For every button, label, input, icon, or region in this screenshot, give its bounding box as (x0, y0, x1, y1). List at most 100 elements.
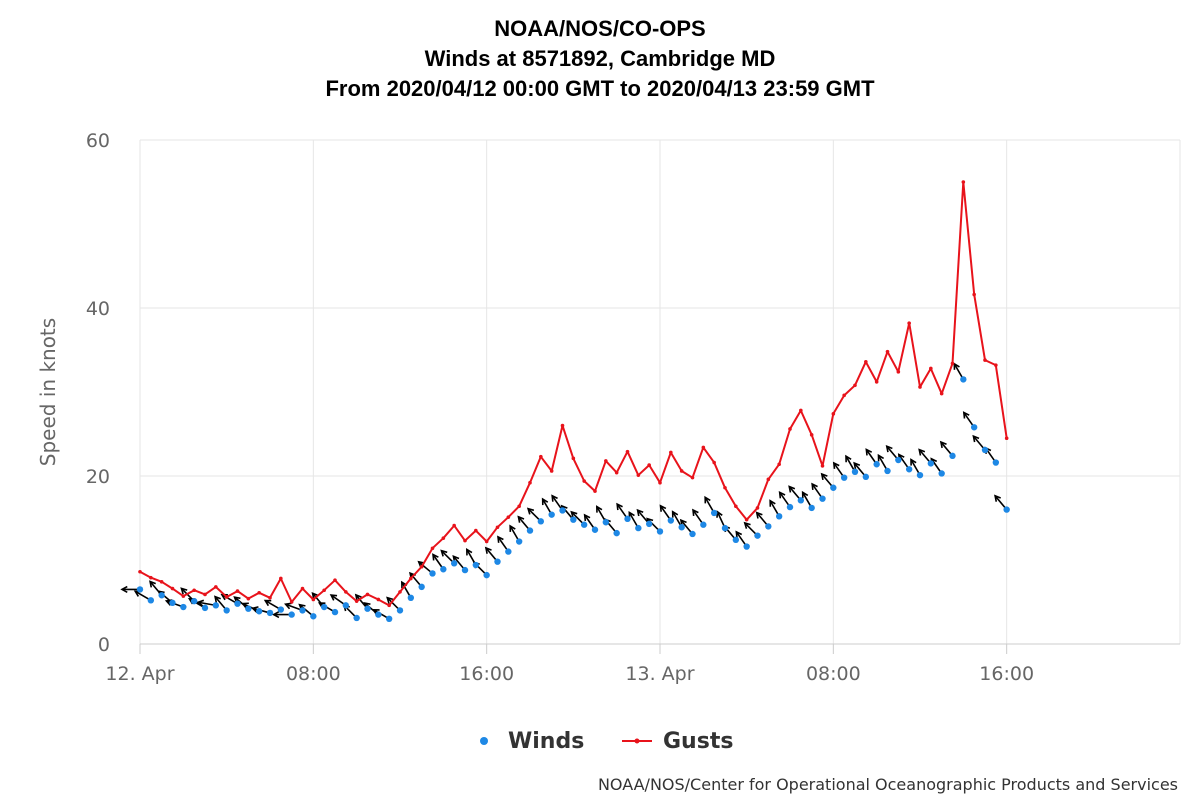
wind-point (981, 446, 989, 454)
wind-point (743, 543, 750, 550)
wind-point (461, 566, 469, 574)
legend-gusts-marker (634, 738, 640, 744)
gust-point (203, 592, 207, 597)
wind-point (808, 504, 815, 512)
x-tick-label: 08:00 (806, 663, 861, 685)
wind-point (537, 518, 545, 525)
legend-item-gusts[interactable]: Gusts (622, 729, 733, 754)
gust-point (571, 456, 576, 461)
wind-point (429, 570, 436, 577)
wind-point (548, 511, 555, 518)
gust-point (419, 564, 424, 569)
gust-point (593, 489, 597, 493)
gust-point (159, 580, 164, 584)
wind-point (938, 470, 945, 477)
gust-point (322, 588, 326, 593)
wind-point (678, 524, 685, 531)
gust-point (170, 586, 175, 591)
gust-point (679, 469, 684, 473)
gust-point (809, 433, 814, 437)
gust-point (387, 603, 391, 608)
gust-point (517, 504, 521, 509)
gust-point (755, 506, 760, 510)
wind-point (689, 530, 696, 538)
wind-point (223, 607, 230, 614)
gust-point (300, 586, 305, 591)
x-tick-label: 16:00 (459, 663, 514, 685)
wind-point (277, 606, 285, 613)
wind-point (526, 527, 534, 534)
gust-point (1004, 436, 1009, 441)
gust-point (939, 391, 944, 396)
gust-point (950, 361, 955, 366)
gust-point (279, 576, 283, 581)
gust-point (235, 589, 240, 593)
gust-point (149, 575, 153, 580)
gust-point (766, 477, 771, 482)
credit-text: NOAA/NOS/Center for Operational Oceanogr… (598, 775, 1178, 794)
gust-point (506, 515, 511, 519)
wind-point (180, 603, 187, 611)
wind-point (147, 597, 155, 604)
gust-point (820, 464, 825, 468)
gust-point (344, 590, 348, 594)
gust-point (311, 597, 316, 602)
wind-point (364, 605, 371, 612)
gust-point (539, 454, 543, 459)
wind-point (613, 529, 620, 537)
wind-point (602, 519, 610, 526)
wind-point (884, 467, 891, 475)
legend-item-winds[interactable]: Winds (480, 729, 584, 754)
wind-point (255, 608, 263, 615)
gust-point (398, 590, 402, 594)
y-tick-label: 0 (98, 634, 110, 656)
wind-point (331, 608, 339, 616)
wind-point (830, 484, 837, 491)
wind-point (418, 583, 425, 591)
gust-point (853, 383, 857, 388)
x-tick-label: 08:00 (286, 663, 341, 685)
wind-point (732, 536, 740, 544)
wind-point (851, 468, 859, 475)
y-axis-title: Speed in knots (36, 318, 60, 466)
wind-point (472, 561, 480, 569)
gust-point (777, 462, 781, 467)
gust-point (896, 370, 901, 374)
y-tick-label: 20 (86, 466, 110, 488)
chart-title-line-3: From 2020/04/12 00:00 GMT to 2020/04/13 … (325, 76, 875, 101)
gust-point (192, 588, 196, 593)
gust-point (528, 480, 532, 485)
axes: 0 20 40 60 12. Apr 08:00 16:00 13. Apr 08:00 16:0… (86, 130, 1180, 685)
wind-point (288, 611, 295, 618)
wind-point (245, 605, 252, 612)
gust-point (972, 292, 976, 297)
grid (139, 139, 1181, 645)
gust-point (582, 479, 586, 483)
wind-point (624, 515, 631, 523)
wind-point (190, 597, 198, 605)
gust-point (625, 449, 630, 454)
gust-point (495, 525, 500, 530)
gust-point (138, 569, 142, 574)
gust-point (647, 463, 651, 467)
gust-point (983, 358, 987, 362)
wind-point (819, 495, 826, 502)
legend-winds-label: Winds (508, 729, 584, 754)
gust-point (484, 539, 489, 544)
legend-gusts-label: Gusts (663, 729, 733, 754)
wind-point (212, 602, 220, 609)
y-tick-label: 40 (86, 298, 110, 320)
gust-point (224, 595, 229, 599)
wind-point (591, 526, 599, 533)
wind-point (916, 471, 924, 479)
gust-point (885, 349, 890, 354)
wind-point (721, 524, 729, 532)
wind-point (353, 614, 360, 622)
gust-point (365, 592, 370, 597)
gust-point (831, 412, 836, 416)
gust-point (430, 546, 435, 551)
chart-title-line-1: NOAA/NOS/CO-OPS (494, 16, 705, 41)
wind-point (949, 452, 956, 460)
wind-point (765, 523, 772, 530)
gusts-series (138, 180, 1009, 608)
